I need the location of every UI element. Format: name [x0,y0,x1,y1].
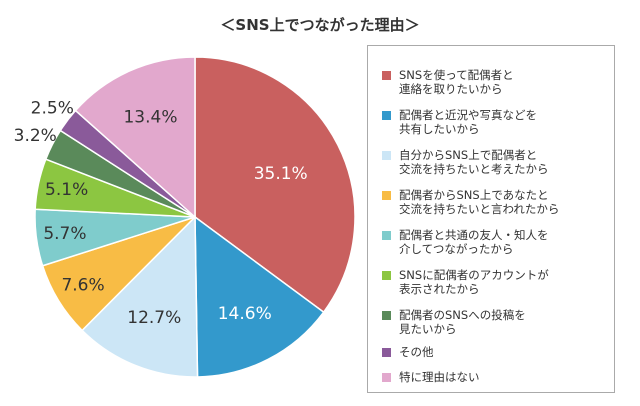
legend: SNSを使って配偶者と 連絡を取りたいから 配偶者と近況や写真などを 共有したい… [367,45,615,393]
data-label: 7.6% [61,275,104,295]
legend-swatch [382,151,391,160]
legend-swatch [382,191,391,200]
legend-item: SNSを使って配偶者と 連絡を取りたいから [382,68,608,96]
legend-label: 配偶者と共通の友人・知人を 介してつながったから [399,228,549,256]
legend-item: 自分からSNS上で配偶者と 交流を持ちたいと考えたから [382,148,608,176]
pie-slice [194,215,325,378]
legend-item: 特に理由はない [382,370,608,384]
legend-label: 配偶者のSNSへの投稿を 見たいから [399,308,526,336]
chart-title: ＜SNS上でつながった理由＞ [220,16,420,34]
legend-label: 特に理由はない [399,370,480,384]
pie-slice [81,215,199,378]
legend-item: その他 [382,345,608,359]
legend-label: SNSに配偶者のアカウントが 表示されたから [399,268,549,296]
legend-item: SNSに配偶者のアカウントが 表示されたから [382,268,608,296]
legend-label: SNSを使って配偶者と 連絡を取りたいから [399,68,514,96]
legend-item: 配偶者と共通の友人・知人を 介してつながったから [382,228,608,256]
legend-swatch [382,348,391,357]
legend-label: 配偶者と近況や写真などを 共有したいから [399,108,537,136]
data-label: 2.5% [31,99,74,119]
legend-swatch [382,373,391,382]
legend-swatch [382,71,391,80]
legend-item: 配偶者と近況や写真などを 共有したいから [382,108,608,136]
legend-swatch [382,231,391,240]
legend-label: その他 [399,345,434,359]
legend-swatch [382,271,391,280]
data-label: 3.2% [14,126,57,146]
pie-slice [74,56,196,219]
data-label: 12.7% [127,308,181,328]
legend-label: 配偶者からSNS上であなたと 交流を持ちたいと言われたから [399,188,560,216]
data-label: 14.6% [218,304,272,324]
legend-label: 自分からSNS上で配偶者と 交流を持ちたいと考えたから [399,148,549,176]
legend-item: 配偶者のSNSへの投稿を 見たいから [382,308,608,336]
legend-item: 配偶者からSNS上であなたと 交流を持ちたいと言われたから [382,188,608,216]
data-label: 5.7% [43,224,86,244]
legend-swatch [382,111,391,120]
legend-swatch [382,311,391,320]
pie-slice [194,56,356,314]
data-label: 13.4% [123,108,177,128]
data-label: 35.1% [254,164,308,184]
data-label: 5.1% [45,180,88,200]
